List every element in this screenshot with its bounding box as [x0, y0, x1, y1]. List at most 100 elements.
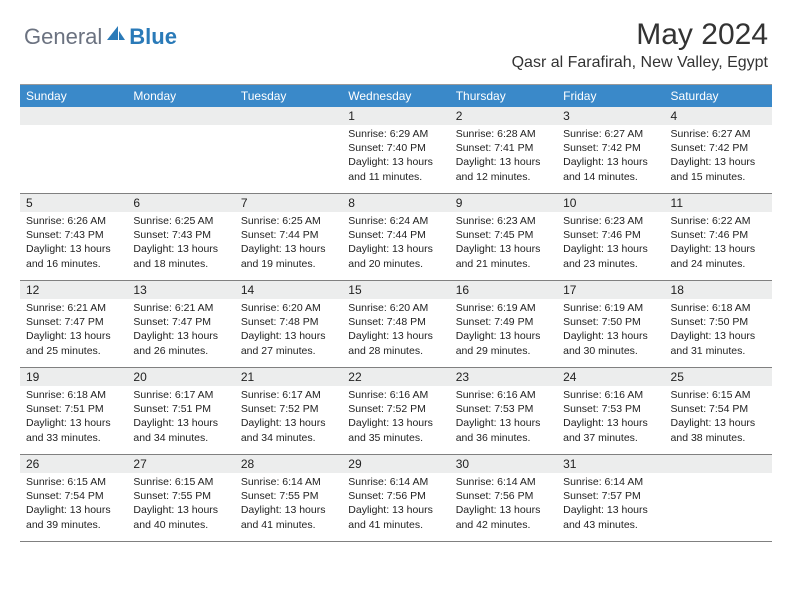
sunset-text: Sunset: 7:46 PM	[563, 228, 658, 242]
sunrise-text: Sunrise: 6:21 AM	[26, 301, 121, 315]
daylight2-text: and 18 minutes.	[133, 257, 228, 271]
daylight2-text: and 34 minutes.	[133, 431, 228, 445]
day-number: 4	[665, 107, 772, 125]
sunrise-text: Sunrise: 6:18 AM	[671, 301, 766, 315]
sunrise-text: Sunrise: 6:23 AM	[456, 214, 551, 228]
day-number: 22	[342, 368, 449, 386]
day-cell	[20, 107, 127, 193]
sunrise-text: Sunrise: 6:19 AM	[456, 301, 551, 315]
day-number: 28	[235, 455, 342, 473]
daylight2-text: and 42 minutes.	[456, 518, 551, 532]
day-details: Sunrise: 6:28 AMSunset: 7:41 PMDaylight:…	[450, 125, 557, 188]
day-cell	[665, 455, 772, 541]
day-cell	[235, 107, 342, 193]
day-number: 30	[450, 455, 557, 473]
day-number: 3	[557, 107, 664, 125]
day-details: Sunrise: 6:23 AMSunset: 7:45 PMDaylight:…	[450, 212, 557, 275]
sunrise-text: Sunrise: 6:16 AM	[563, 388, 658, 402]
daylight2-text: and 25 minutes.	[26, 344, 121, 358]
day-cell: 1Sunrise: 6:29 AMSunset: 7:40 PMDaylight…	[342, 107, 449, 193]
daylight1-text: Daylight: 13 hours	[563, 329, 658, 343]
daylight2-text: and 29 minutes.	[456, 344, 551, 358]
daylight2-text: and 23 minutes.	[563, 257, 658, 271]
sunrise-text: Sunrise: 6:25 AM	[133, 214, 228, 228]
daylight2-text: and 34 minutes.	[241, 431, 336, 445]
day-details: Sunrise: 6:23 AMSunset: 7:46 PMDaylight:…	[557, 212, 664, 275]
day-cell: 8Sunrise: 6:24 AMSunset: 7:44 PMDaylight…	[342, 194, 449, 280]
sunrise-text: Sunrise: 6:14 AM	[348, 475, 443, 489]
sunrise-text: Sunrise: 6:18 AM	[26, 388, 121, 402]
day-cell: 26Sunrise: 6:15 AMSunset: 7:54 PMDayligh…	[20, 455, 127, 541]
sunset-text: Sunset: 7:51 PM	[26, 402, 121, 416]
month-title: May 2024	[512, 18, 768, 52]
sunrise-text: Sunrise: 6:16 AM	[456, 388, 551, 402]
daylight1-text: Daylight: 13 hours	[563, 155, 658, 169]
day-number: 14	[235, 281, 342, 299]
calendar: Sunday Monday Tuesday Wednesday Thursday…	[20, 84, 772, 542]
day-details: Sunrise: 6:26 AMSunset: 7:43 PMDaylight:…	[20, 212, 127, 275]
day-number: 17	[557, 281, 664, 299]
sunset-text: Sunset: 7:48 PM	[241, 315, 336, 329]
day-details: Sunrise: 6:18 AMSunset: 7:51 PMDaylight:…	[20, 386, 127, 449]
sunset-text: Sunset: 7:52 PM	[241, 402, 336, 416]
day-details: Sunrise: 6:27 AMSunset: 7:42 PMDaylight:…	[557, 125, 664, 188]
day-number: 29	[342, 455, 449, 473]
sunset-text: Sunset: 7:49 PM	[456, 315, 551, 329]
day-cell: 10Sunrise: 6:23 AMSunset: 7:46 PMDayligh…	[557, 194, 664, 280]
daylight1-text: Daylight: 13 hours	[26, 416, 121, 430]
day-details: Sunrise: 6:15 AMSunset: 7:54 PMDaylight:…	[665, 386, 772, 449]
daylight2-text: and 33 minutes.	[26, 431, 121, 445]
dayheader: Wednesday	[342, 85, 449, 107]
day-details: Sunrise: 6:21 AMSunset: 7:47 PMDaylight:…	[20, 299, 127, 362]
sunset-text: Sunset: 7:54 PM	[26, 489, 121, 503]
sunrise-text: Sunrise: 6:16 AM	[348, 388, 443, 402]
sunrise-text: Sunrise: 6:27 AM	[671, 127, 766, 141]
day-cell: 22Sunrise: 6:16 AMSunset: 7:52 PMDayligh…	[342, 368, 449, 454]
sunrise-text: Sunrise: 6:29 AM	[348, 127, 443, 141]
day-cell: 31Sunrise: 6:14 AMSunset: 7:57 PMDayligh…	[557, 455, 664, 541]
day-number: 13	[127, 281, 234, 299]
week-row: 12Sunrise: 6:21 AMSunset: 7:47 PMDayligh…	[20, 281, 772, 368]
day-number: 7	[235, 194, 342, 212]
day-cell: 28Sunrise: 6:14 AMSunset: 7:55 PMDayligh…	[235, 455, 342, 541]
daylight1-text: Daylight: 13 hours	[26, 329, 121, 343]
sunset-text: Sunset: 7:53 PM	[563, 402, 658, 416]
daylight2-text: and 16 minutes.	[26, 257, 121, 271]
sunset-text: Sunset: 7:47 PM	[26, 315, 121, 329]
sunset-text: Sunset: 7:55 PM	[241, 489, 336, 503]
sunrise-text: Sunrise: 6:28 AM	[456, 127, 551, 141]
day-details: Sunrise: 6:19 AMSunset: 7:50 PMDaylight:…	[557, 299, 664, 362]
sunset-text: Sunset: 7:47 PM	[133, 315, 228, 329]
sunset-text: Sunset: 7:50 PM	[563, 315, 658, 329]
day-details: Sunrise: 6:16 AMSunset: 7:53 PMDaylight:…	[557, 386, 664, 449]
daylight1-text: Daylight: 13 hours	[456, 329, 551, 343]
day-number	[127, 107, 234, 125]
day-number: 20	[127, 368, 234, 386]
daylight1-text: Daylight: 13 hours	[348, 155, 443, 169]
day-cell: 9Sunrise: 6:23 AMSunset: 7:45 PMDaylight…	[450, 194, 557, 280]
day-number: 19	[20, 368, 127, 386]
dayheader: Thursday	[450, 85, 557, 107]
sunrise-text: Sunrise: 6:14 AM	[241, 475, 336, 489]
sunrise-text: Sunrise: 6:21 AM	[133, 301, 228, 315]
day-number: 12	[20, 281, 127, 299]
day-details: Sunrise: 6:27 AMSunset: 7:42 PMDaylight:…	[665, 125, 772, 188]
sunrise-text: Sunrise: 6:20 AM	[241, 301, 336, 315]
daylight2-text: and 37 minutes.	[563, 431, 658, 445]
sunrise-text: Sunrise: 6:25 AM	[241, 214, 336, 228]
dayheader: Monday	[127, 85, 234, 107]
dayheader: Tuesday	[235, 85, 342, 107]
logo: General Blue	[24, 18, 177, 50]
daylight2-text: and 11 minutes.	[348, 170, 443, 184]
dayheader: Saturday	[665, 85, 772, 107]
sunset-text: Sunset: 7:48 PM	[348, 315, 443, 329]
daylight1-text: Daylight: 13 hours	[26, 242, 121, 256]
day-number: 1	[342, 107, 449, 125]
day-number: 5	[20, 194, 127, 212]
sunset-text: Sunset: 7:56 PM	[456, 489, 551, 503]
day-number: 25	[665, 368, 772, 386]
day-details: Sunrise: 6:14 AMSunset: 7:55 PMDaylight:…	[235, 473, 342, 536]
daylight2-text: and 19 minutes.	[241, 257, 336, 271]
day-cell: 7Sunrise: 6:25 AMSunset: 7:44 PMDaylight…	[235, 194, 342, 280]
daylight1-text: Daylight: 13 hours	[348, 242, 443, 256]
